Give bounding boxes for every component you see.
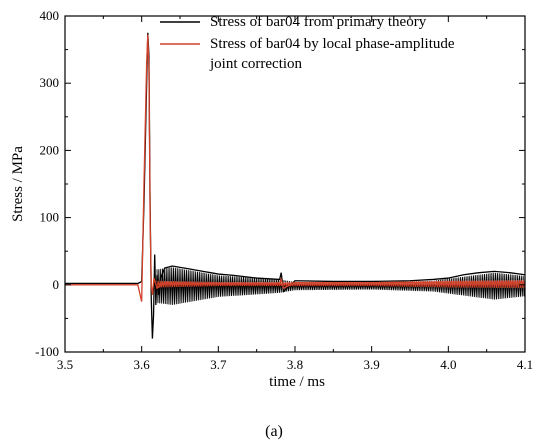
y-tick-label: 400 [40,8,60,23]
legend-label: joint correction [209,56,303,72]
legend-label: Stress of bar04 by local phase-amplitude [210,36,455,52]
y-tick-label: 200 [40,142,60,157]
x-tick-label: 4.0 [440,357,456,372]
x-tick-label: 3.5 [57,357,73,372]
y-tick-label: -100 [35,344,59,359]
x-axis-label: time / ms [269,374,325,390]
x-tick-label: 4.1 [517,357,533,372]
y-axis-label: Stress / MPa [10,146,26,222]
y-tick-label: 300 [40,75,60,90]
x-tick-label: 3.6 [134,357,151,372]
x-tick-label: 3.8 [287,357,303,372]
y-tick-label: 100 [40,210,60,225]
x-tick-label: 3.7 [210,357,227,372]
legend-entry-1: Stress of bar04 from primary theory [160,14,427,30]
legend-label: Stress of bar04 from primary theory [210,14,427,30]
y-tick-label: 0 [53,277,60,292]
figure-caption: (a) [265,423,283,440]
legend-entry-2: Stress of bar04 by local phase-amplitude… [160,36,455,72]
series-2-line [65,34,525,302]
x-tick-label: 3.9 [364,357,380,372]
plot-area [65,32,525,339]
series-2-oscillation [156,280,525,289]
axes: 3.5 3.6 3.7 3.8 3.9 4.0 4.1 -100 0 100 200 300 400 ti… [10,8,533,390]
legend: Stress of bar04 from primary theory Stres… [160,14,455,72]
